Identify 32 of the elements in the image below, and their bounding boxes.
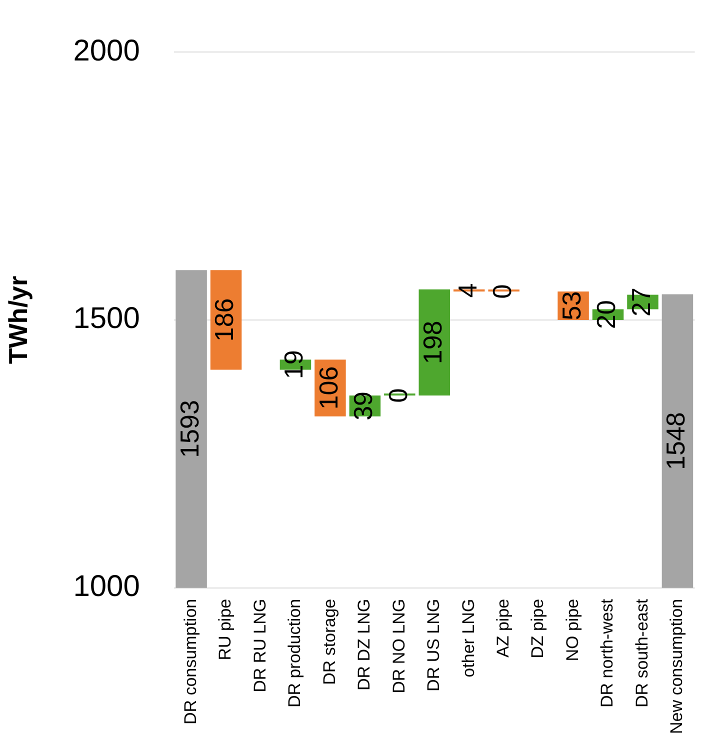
y-axis-title: TWh/yr bbox=[2, 276, 33, 364]
x-tick-label: other LNG bbox=[458, 598, 478, 678]
data-label: 0 bbox=[487, 284, 518, 299]
x-tick-label: DR south-east bbox=[632, 598, 652, 708]
x-tick-label: DR consumption bbox=[180, 598, 200, 725]
data-label: 186 bbox=[209, 298, 240, 342]
data-label: 1548 bbox=[660, 412, 691, 470]
x-tick-label: RU pipe bbox=[216, 598, 235, 660]
data-label: 0 bbox=[382, 388, 413, 403]
x-tick-label: AZ pipe bbox=[494, 598, 513, 658]
x-tick-label: DR RU LNG bbox=[250, 598, 270, 692]
x-tick-label: DR production bbox=[285, 598, 304, 708]
x-tick-label: DR NO LNG bbox=[389, 598, 408, 694]
x-tick-label: DR US LNG bbox=[424, 598, 444, 692]
y-tick-label: 2000 bbox=[73, 34, 140, 68]
data-label: 106 bbox=[313, 366, 344, 410]
data-label: 198 bbox=[418, 320, 448, 364]
data-label: 20 bbox=[591, 300, 622, 330]
x-tick-label: NO pipe bbox=[562, 598, 582, 662]
data-label: 27 bbox=[626, 288, 656, 316]
data-label: 53 bbox=[556, 291, 586, 320]
data-label: 39 bbox=[348, 391, 378, 420]
y-tick-label: 1000 bbox=[73, 570, 140, 604]
y-tick-label: 1500 bbox=[73, 302, 140, 336]
x-tick-label: DZ pipe bbox=[528, 598, 548, 658]
x-tick-label: DR north-west bbox=[598, 598, 617, 708]
data-label: 19 bbox=[278, 350, 309, 380]
data-label: 4 bbox=[452, 283, 482, 298]
data-label: 1593 bbox=[174, 400, 204, 458]
x-tick-label: DR storage bbox=[320, 598, 339, 685]
x-tick-label: New consumption bbox=[667, 598, 686, 734]
x-tick-label: DR DZ LNG bbox=[354, 598, 374, 691]
